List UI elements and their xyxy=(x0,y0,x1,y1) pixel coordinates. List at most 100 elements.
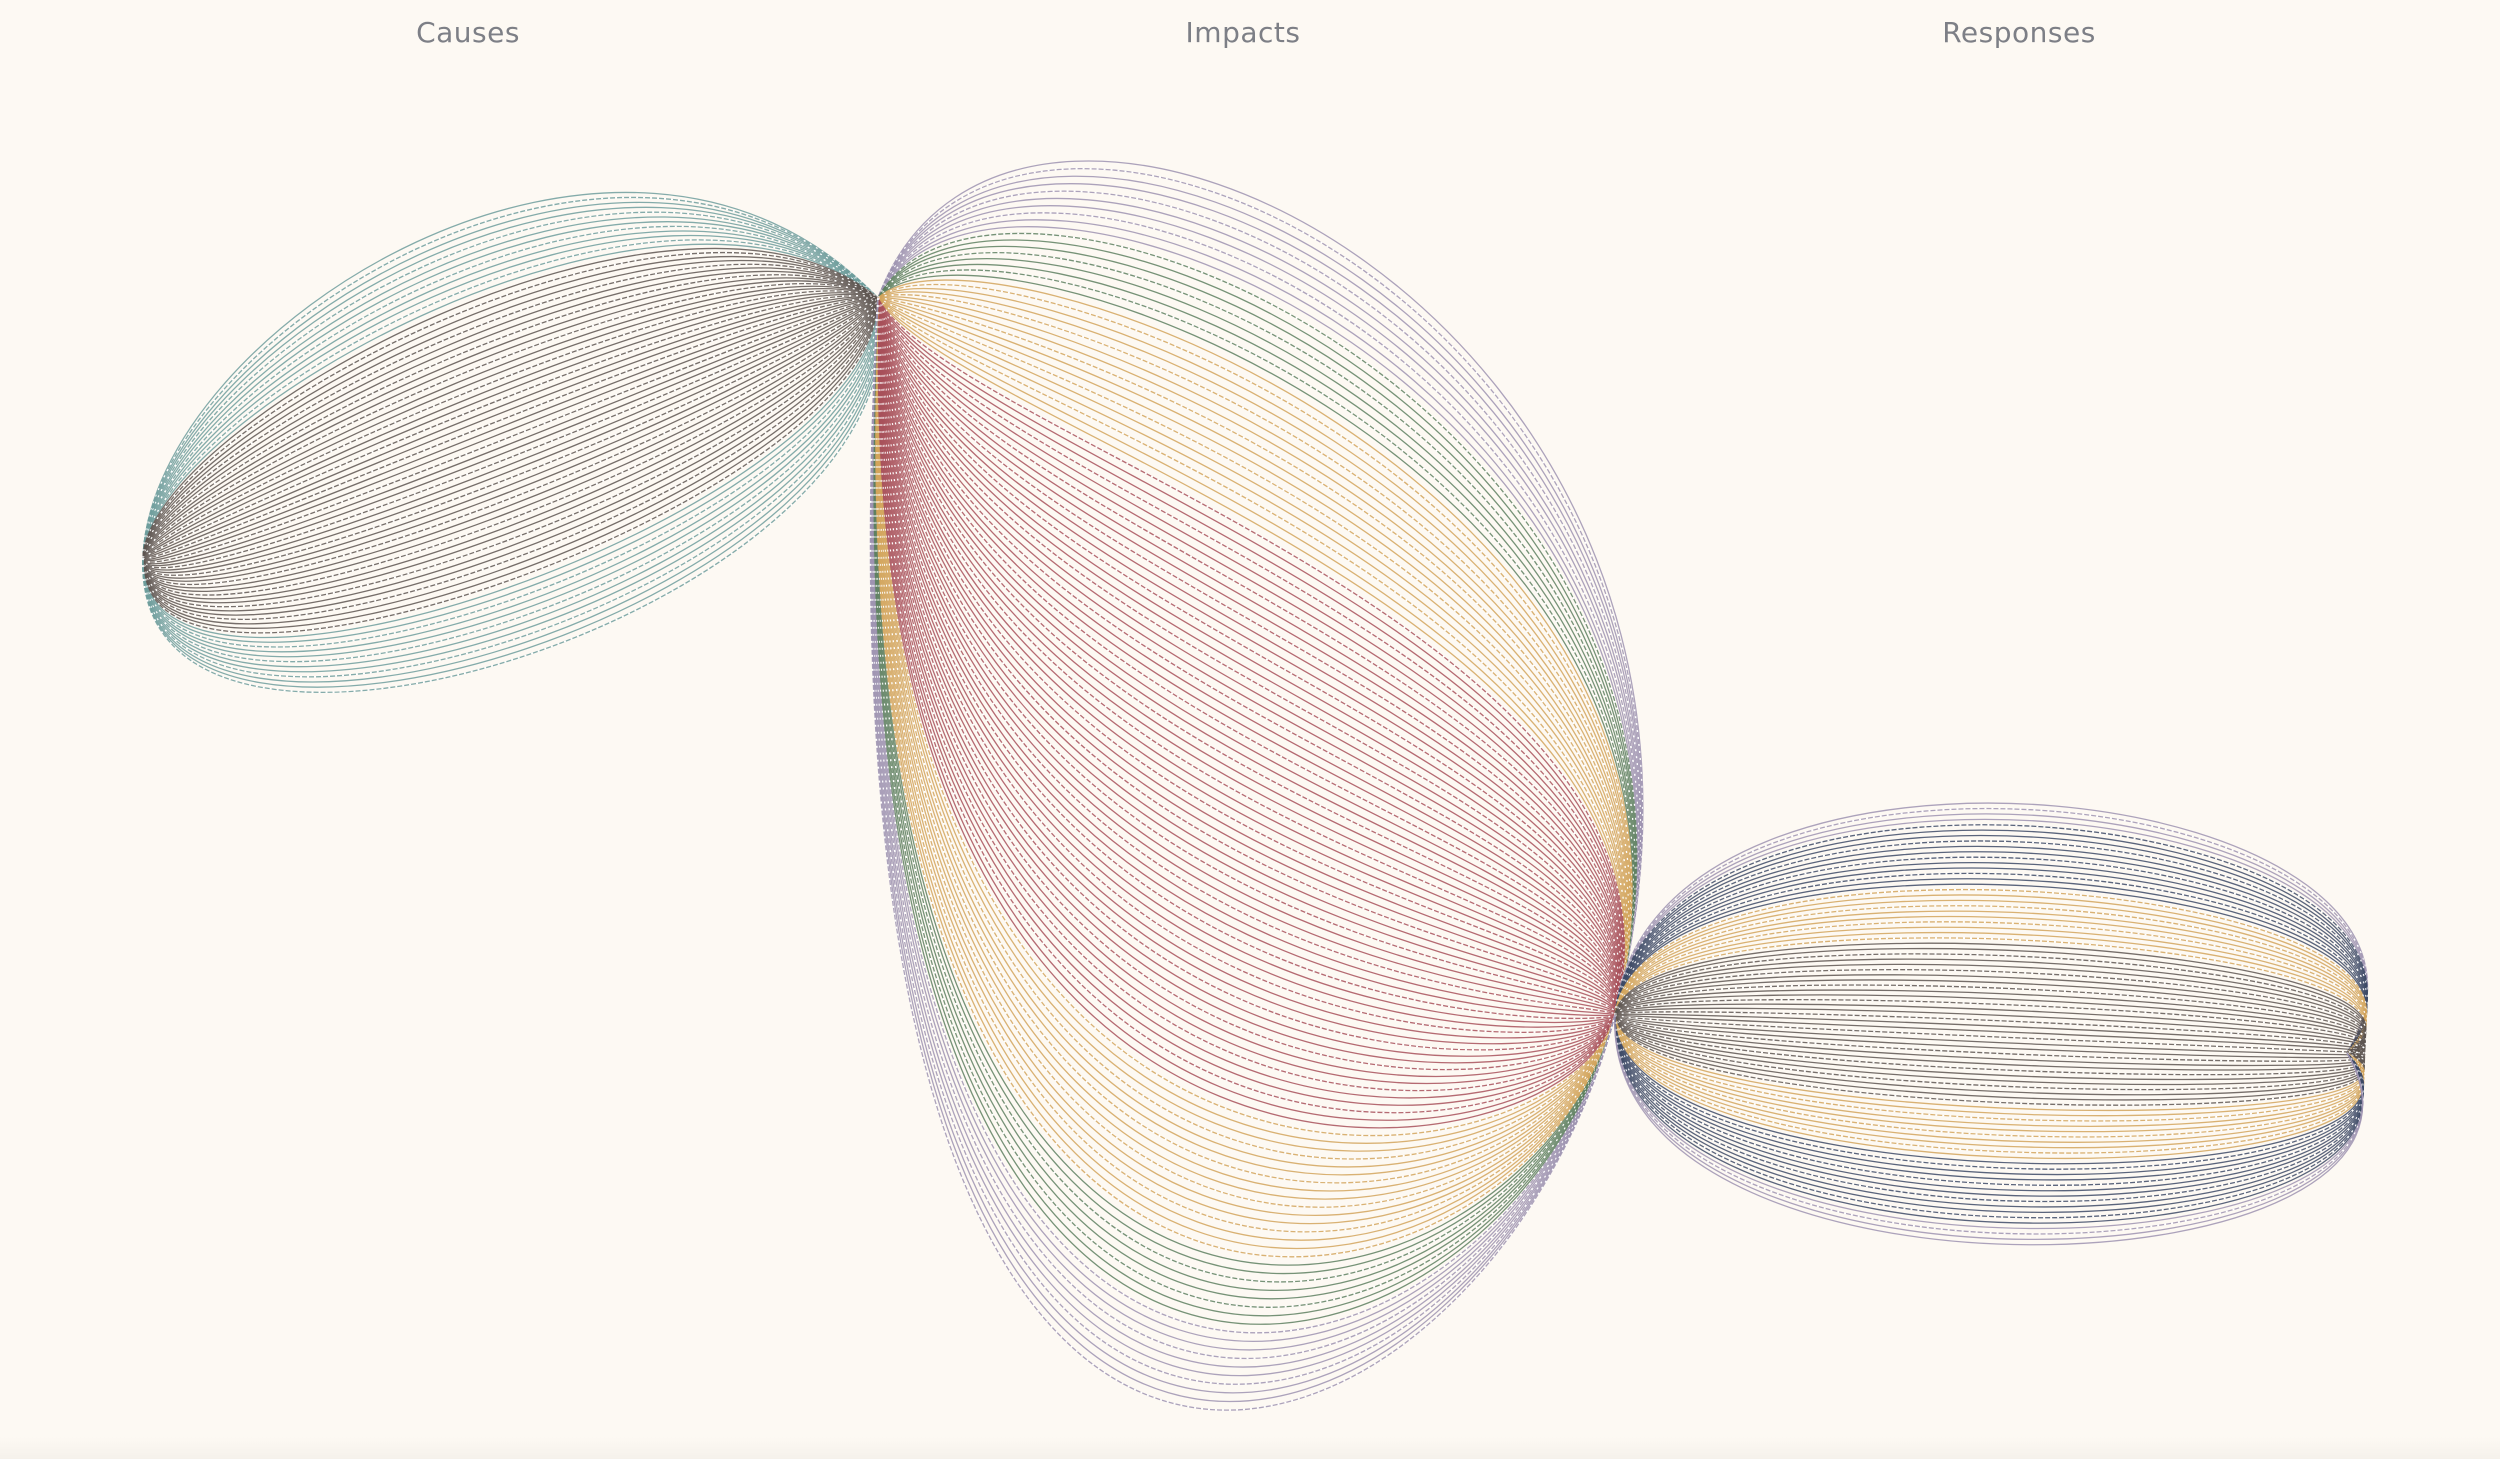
causes-dotted-line xyxy=(142,263,879,559)
impacts-dotted-line xyxy=(877,297,1628,1016)
impacts-flow-line xyxy=(877,297,1616,1016)
impacts-dotted-line xyxy=(877,297,1618,1016)
responses-dotted-line xyxy=(1614,1014,2364,1219)
responses-flow-line xyxy=(1614,824,2368,1054)
impacts-dotted-line xyxy=(877,297,1616,1051)
impacts-flow-line xyxy=(877,239,1637,1016)
impacts-flow-line xyxy=(877,297,1616,1051)
impacts-flow-line xyxy=(877,252,1636,1016)
column-label-impacts: Impacts xyxy=(1185,16,1301,49)
causes-flow-line xyxy=(142,297,879,600)
impacts-flow-line xyxy=(876,297,1616,1106)
impacts-flow-line xyxy=(877,297,1617,1016)
responses-dotted-line xyxy=(1614,953,2367,1054)
impacts-flow-line xyxy=(872,297,1616,1342)
responses-flow-line xyxy=(1614,1014,2364,1213)
causes-flow-line xyxy=(142,297,879,616)
causes-flow-line xyxy=(142,297,879,643)
impacts-flow-line xyxy=(877,175,1642,1016)
impacts-flow-line xyxy=(877,297,1619,1016)
responses-flow-line xyxy=(1614,1014,2365,1138)
impacts-dotted-line xyxy=(874,297,1616,1233)
responses-dotted-line xyxy=(1614,1011,2366,1054)
impacts-flow-line xyxy=(877,297,1617,1016)
causes-flow-line xyxy=(142,297,879,561)
impacts-flow-line xyxy=(877,258,1635,1016)
causes-flow-line xyxy=(142,297,879,576)
causes-flow-line xyxy=(142,280,879,559)
responses-flow-line xyxy=(1614,1014,2365,1127)
responses-flow-line xyxy=(1614,1014,2364,1165)
responses-flow-line xyxy=(1614,1014,2364,1230)
responses-flow-line xyxy=(1614,1014,2365,1101)
causes-flow-line xyxy=(142,252,879,559)
causes-flow-line xyxy=(142,216,879,559)
impacts-flow-line xyxy=(877,297,1618,1016)
impacts-dotted-line xyxy=(877,190,1641,1016)
impacts-dotted-line xyxy=(877,297,1621,1016)
responses-dotted-line xyxy=(1614,872,2368,1054)
responses-dotted-line xyxy=(1614,937,2367,1054)
impacts-flow-line xyxy=(877,160,1644,1016)
impacts-flow-line xyxy=(877,296,1631,1016)
impacts-flow-line xyxy=(874,297,1616,1249)
impacts-flow-line xyxy=(876,297,1616,1129)
responses-flow-line xyxy=(1614,899,2368,1054)
impacts-flow-line xyxy=(876,297,1616,1114)
causes-flow-line xyxy=(142,297,879,629)
column-label-causes: Causes xyxy=(416,16,520,49)
impacts-dotted-line xyxy=(872,297,1616,1334)
impacts-flow-line xyxy=(877,297,1619,1016)
responses-flow-line xyxy=(1614,1014,2365,1106)
impacts-flow-line xyxy=(877,297,1619,1016)
responses-flow-line xyxy=(1614,1014,2364,1192)
impacts-flow-line xyxy=(873,297,1616,1266)
impacts-dotted-line xyxy=(877,283,1633,1016)
causes-flow-line xyxy=(142,297,879,653)
impacts-flow-line xyxy=(877,297,1620,1016)
causes-flow-line xyxy=(142,297,882,688)
impacts-flow-line xyxy=(877,297,1616,1078)
bottom-shadow xyxy=(0,1437,2500,1459)
responses-flow-line xyxy=(1614,1014,2365,1117)
impacts-flow-line xyxy=(877,297,1626,1016)
impacts-flow-line xyxy=(875,297,1616,1184)
causes-dotted-line xyxy=(142,297,879,621)
impacts-dotted-line xyxy=(877,269,1634,1016)
causes-flow-line xyxy=(142,270,879,559)
responses-flow-line xyxy=(1614,1014,2365,1086)
responses-flow-line xyxy=(1614,1014,2365,1154)
responses-flow-line xyxy=(1614,979,2366,1054)
impacts-dotted-line xyxy=(877,297,1627,1016)
responses-flow-line xyxy=(1614,813,2368,1054)
impacts-flow-line xyxy=(877,297,1630,1016)
impacts-dotted-line xyxy=(875,297,1616,1160)
responses-flow-line xyxy=(1614,829,2368,1054)
impacts-flow-line xyxy=(877,297,1622,1016)
impacts-flow-line xyxy=(877,297,1627,1016)
causes-flow-line xyxy=(142,206,879,559)
impacts-flow-line xyxy=(876,297,1616,1121)
responses-flow-line xyxy=(1614,1013,2366,1054)
impacts-flow-line xyxy=(870,297,1616,1402)
causes-flow-line xyxy=(142,292,879,559)
responses-flow-line xyxy=(1614,1014,2364,1181)
impacts-flow-line xyxy=(875,297,1616,1216)
causes-flow-line xyxy=(142,297,879,560)
impacts-dotted-line xyxy=(877,297,1616,1034)
impacts-dotted-line xyxy=(875,297,1616,1184)
impacts-flow-line xyxy=(877,168,1643,1016)
responses-flow-line xyxy=(1614,1014,2364,1197)
causes-flow-line xyxy=(142,297,882,683)
impacts-flow-line xyxy=(874,297,1616,1241)
causes-flow-line xyxy=(142,297,879,604)
responses-flow-line xyxy=(1614,947,2367,1054)
responses-flow-line xyxy=(1614,840,2368,1054)
causes-flow-line xyxy=(142,297,879,596)
causes-flow-line xyxy=(142,297,879,574)
causes-flow-line xyxy=(142,297,881,673)
column-label-responses: Responses xyxy=(1942,16,2096,49)
responses-flow-line xyxy=(1614,894,2368,1054)
responses-flow-line xyxy=(1614,958,2367,1054)
